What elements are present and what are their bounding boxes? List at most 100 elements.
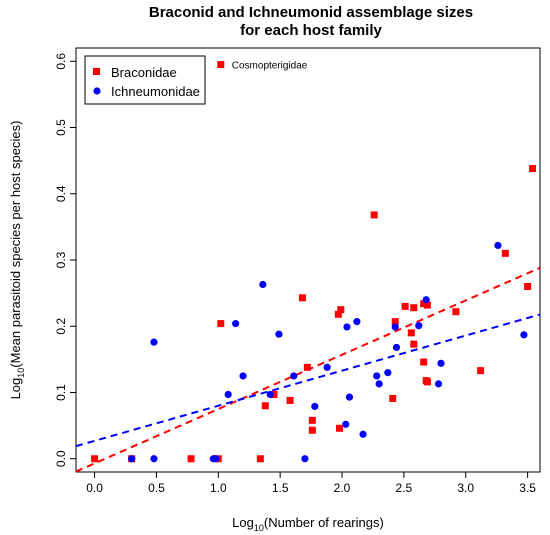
point-braconidae — [407, 329, 415, 337]
point-braconidae — [423, 301, 431, 309]
point-braconidae — [334, 310, 342, 318]
x-tick-label: 2.0 — [334, 481, 351, 495]
y-tick-label: 0.5 — [54, 119, 68, 136]
point-ichneumonidae — [311, 402, 319, 411]
point-braconidae — [256, 455, 264, 463]
x-axis-label-prefix: Log — [232, 515, 254, 530]
point-ichneumonidae — [150, 338, 158, 346]
legend-marker-braconidae — [93, 68, 100, 75]
point-ichneumonidae — [224, 390, 232, 399]
point-braconidae — [303, 363, 311, 371]
y-tick-label: 0.6 — [54, 53, 68, 70]
point-ichneumonidae — [391, 323, 399, 331]
y-axis-label: Log10(Mean parasitoid species per host s… — [8, 121, 26, 400]
point-braconidae — [336, 424, 344, 432]
x-tick-label: 1.0 — [210, 481, 227, 495]
point-braconidae — [501, 249, 509, 257]
x-axis-label-sub: 10 — [254, 523, 264, 533]
x-tick-label: 2.5 — [396, 481, 413, 495]
point-ichneumonidae — [384, 369, 392, 377]
point-ichneumonidae — [345, 393, 354, 401]
point-ichneumonidae — [437, 359, 445, 367]
point-ichneumonidae — [343, 323, 351, 331]
point-braconidae — [477, 367, 485, 375]
point-ichneumonidae — [150, 455, 158, 463]
point-braconidae — [298, 294, 306, 302]
x-tick-label: 3.5 — [519, 481, 536, 495]
point-braconidae — [217, 320, 225, 328]
point-ichneumonidae — [494, 241, 502, 250]
point-ichneumonidae — [415, 321, 423, 330]
plot-area — [75, 47, 541, 473]
point-ichneumonidae — [212, 455, 220, 463]
y-tick-label: 0.0 — [54, 450, 68, 467]
data-points — [91, 165, 537, 463]
y-axis-label-sub: 10 — [16, 368, 26, 378]
legend-label-ichneumonidae: Ichneumonidae — [111, 84, 200, 99]
point-braconidae — [391, 318, 399, 326]
point-ichneumonidae — [375, 380, 383, 388]
y-tick-label: 0.2 — [54, 318, 68, 335]
y-tick-label: 0.3 — [54, 251, 68, 268]
legend-marker-ichneumonidae — [93, 87, 101, 95]
x-tick-label: 3.0 — [457, 481, 474, 495]
annotation-label: Cosmopterigidae — [232, 61, 308, 72]
point-braconidae — [401, 302, 409, 310]
point-braconidae — [420, 358, 428, 366]
point-braconidae — [308, 426, 316, 434]
point-braconidae — [370, 211, 378, 219]
x-axis-label: Log10(Number of rearings) — [232, 515, 384, 533]
point-ichneumonidae — [422, 296, 430, 304]
point-braconidae — [529, 165, 537, 173]
y-axis-label-prefix: Log — [8, 378, 23, 400]
point-braconidae — [270, 390, 278, 398]
point-ichneumonidae — [301, 455, 309, 463]
x-tick-label: 1.5 — [272, 481, 289, 495]
x-tick-label: 0.5 — [148, 481, 165, 495]
legend: Braconidae Ichneumonidae — [84, 55, 206, 105]
point-braconidae — [452, 308, 460, 316]
point-ichneumonidae — [275, 330, 283, 338]
y-axis-label-rest: (Mean parasitoid species per host specie… — [8, 121, 23, 368]
chart-title-line2: for each host family — [240, 22, 382, 39]
point-braconidae — [337, 306, 345, 314]
y-tick-label: 0.4 — [54, 185, 68, 202]
point-ichneumonidae — [239, 372, 247, 380]
point-ichneumonidae — [359, 430, 367, 438]
point-braconidae — [410, 304, 418, 312]
point-ichneumonidae — [128, 455, 136, 463]
point-braconidae — [286, 396, 294, 404]
point-ichneumonidae — [342, 420, 350, 428]
point-ichneumonidae — [353, 318, 361, 326]
y-axis: 0.0 0.1 0.2 0.3 0.4 0.5 0.6 — [54, 53, 76, 467]
point-ichneumonidae — [373, 372, 381, 380]
x-axis-label-rest: (Number of rearings) — [264, 515, 384, 530]
point-braconidae — [91, 455, 99, 463]
point-ichneumonidae — [259, 280, 267, 289]
point-braconidae — [423, 378, 431, 386]
x-tick-label: 0.0 — [86, 481, 103, 495]
point-ichneumonidae — [520, 331, 528, 339]
x-axis: 0.0 0.5 1.0 1.5 2.0 2.5 3.0 3.5 — [86, 472, 536, 495]
annotation-marker — [217, 61, 225, 69]
point-ichneumonidae — [290, 372, 298, 380]
point-braconidae — [524, 283, 532, 290]
point-braconidae — [410, 340, 418, 348]
point-braconidae — [389, 394, 397, 402]
point-ichneumonidae — [392, 343, 401, 352]
y-tick-label: 0.1 — [54, 384, 68, 401]
chart-title-line1: Braconid and Ichneumonid assemblage size… — [149, 4, 473, 21]
point-ichneumonidae — [434, 380, 443, 388]
point-braconidae — [187, 455, 195, 463]
annotation: Cosmopterigidae — [217, 61, 308, 72]
legend-box — [84, 55, 206, 105]
point-ichneumonidae — [323, 363, 331, 371]
point-ichneumonidae — [266, 390, 274, 399]
point-ichneumonidae — [232, 320, 240, 328]
legend-label-braconidae: Braconidae — [111, 65, 177, 80]
point-braconidae — [308, 416, 316, 424]
point-braconidae — [261, 402, 269, 410]
fit-line-ichneumonidae — [75, 313, 541, 448]
plot-border — [75, 47, 541, 473]
